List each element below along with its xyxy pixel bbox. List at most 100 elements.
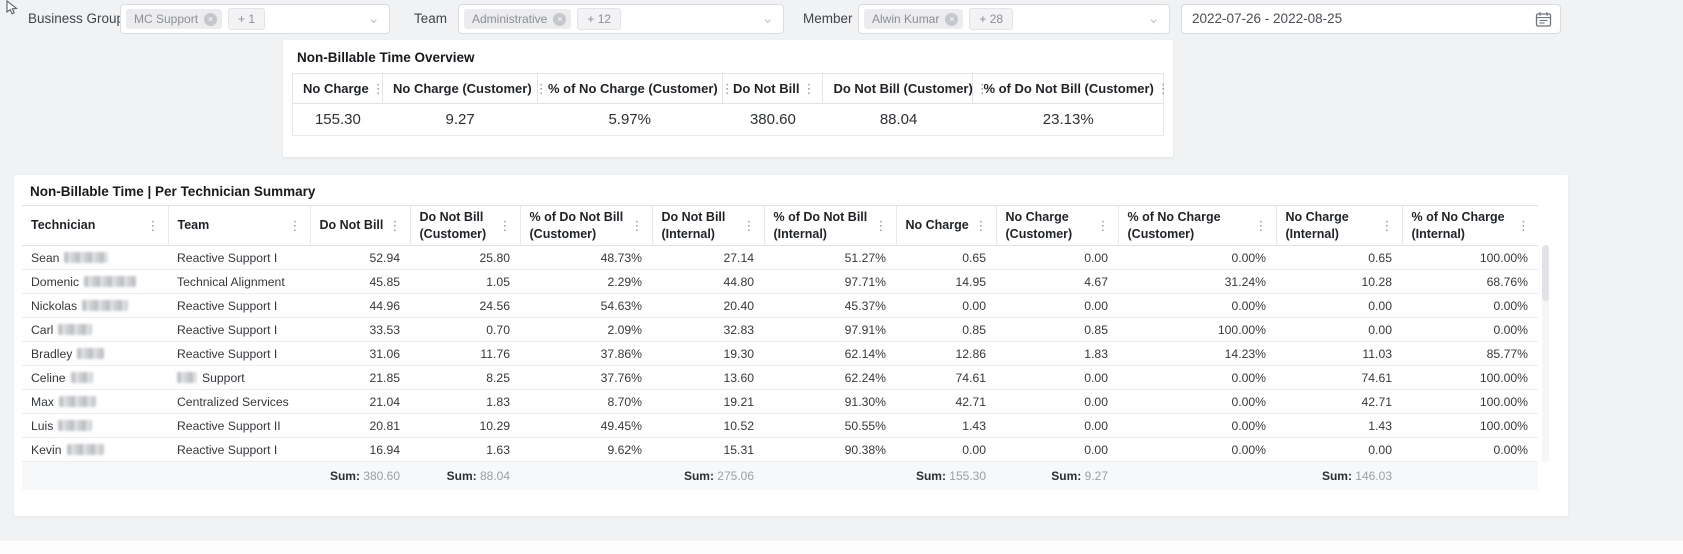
value-cell: 25.80 (410, 245, 520, 270)
column-header-cell[interactable]: No Charge (Customer) ⋮ (997, 206, 1118, 245)
column-menu-icon[interactable]: ⋮ (802, 81, 816, 96)
table-row: Bradley Reactive Support I 31.06 11.76 37.86… (22, 341, 1538, 366)
date-range-input[interactable]: 2022-07-26 - 2022-08-25 (1181, 4, 1561, 34)
technician-summary-title: Non-Billable Time | Per Technician Summa… (30, 184, 316, 199)
column-header[interactable]: % of Do Not Bill (Internal) ⋮ (764, 205, 897, 246)
column-menu-icon[interactable]: ⋮ (1254, 218, 1268, 233)
redacted-text (66, 443, 104, 455)
filter-tag-member[interactable]: Alwin Kumar × (864, 9, 964, 29)
chevron-down-icon: ⌄ (367, 10, 380, 27)
value-cell: 54.63% (520, 293, 652, 318)
overview-column-header[interactable]: Do Not Bill (Customer) ⋮ (823, 74, 989, 103)
value-cell: 14.23% (1118, 341, 1276, 366)
column-header-cell[interactable]: Do Not Bill (Internal) ⋮ (653, 206, 764, 245)
column-menu-icon[interactable]: ⋮ (498, 218, 512, 233)
column-menu-icon[interactable]: ⋮ (975, 81, 989, 96)
technician-name: Bradley (31, 346, 73, 361)
sum-value: 9.27 (1084, 468, 1108, 483)
column-header[interactable]: Team ⋮ (168, 205, 311, 246)
column-menu-icon[interactable]: ⋮ (742, 218, 756, 233)
overview-column-header[interactable]: No Charge ⋮ (293, 74, 385, 103)
column-menu-icon[interactable]: ⋮ (1517, 218, 1530, 233)
scrollbar-thumb[interactable] (1542, 245, 1549, 301)
column-header[interactable]: Technician ⋮ (22, 205, 169, 246)
redacted-text (58, 323, 93, 335)
sum-cell: Sum: 380.60 (310, 461, 410, 490)
column-menu-icon[interactable]: ⋮ (1380, 218, 1394, 233)
technician-cell: Sean (22, 245, 168, 270)
calendar-icon[interactable] (1535, 11, 1552, 28)
column-header-label: No Charge (Internal) (1285, 210, 1349, 241)
column-header-cell[interactable]: % of No Charge (Customer) ⋮ (1119, 206, 1276, 245)
column-header-cell[interactable]: No Charge (Internal) ⋮ (1277, 206, 1402, 245)
column-header[interactable]: % of No Charge (Customer) ⋮ (1118, 205, 1277, 246)
team-cell: Reactive Support I (168, 341, 310, 366)
remove-tag-icon[interactable]: × (553, 12, 567, 26)
table-scrollbar[interactable] (1542, 245, 1549, 463)
column-header-cell[interactable]: No Charge ⋮ (897, 206, 996, 245)
value-cell: 0.85 (996, 317, 1118, 342)
redacted-text (84, 275, 137, 287)
business-group-select[interactable]: MC Support × + 1 ⌄ (120, 4, 390, 34)
horizontal-scrollbar-track[interactable] (0, 541, 1683, 554)
value-cell: 1.83 (410, 389, 520, 414)
value-cell: 68.76% (1402, 269, 1538, 294)
remove-tag-icon[interactable]: × (204, 12, 218, 26)
column-header[interactable]: Do Not Bill ⋮ (310, 205, 411, 246)
column-header-cell[interactable]: Do Not Bill ⋮ (311, 206, 410, 245)
sum-label: Sum: (1051, 468, 1082, 483)
value-cell: 0.00% (1118, 245, 1276, 270)
column-header-label: No Charge (905, 218, 969, 233)
team-select[interactable]: Administrative × + 12 ⌄ (458, 4, 784, 34)
column-header[interactable]: No Charge (Customer) ⋮ (996, 205, 1119, 246)
column-header[interactable]: Do Not Bill (Internal) ⋮ (652, 205, 765, 246)
column-menu-icon[interactable]: ⋮ (146, 218, 160, 233)
column-menu-icon[interactable]: ⋮ (371, 81, 385, 96)
column-menu-icon[interactable]: ⋮ (1156, 81, 1170, 96)
column-header-cell[interactable]: % of No Charge (Internal) ⋮ (1403, 206, 1539, 245)
chevron-down-icon: ⌄ (1147, 10, 1160, 27)
column-header-cell[interactable]: % of Do Not Bill (Customer) ⋮ (521, 206, 652, 245)
column-menu-icon[interactable]: ⋮ (630, 218, 644, 233)
remove-tag-icon[interactable]: × (945, 12, 959, 26)
more-tags-badge[interactable]: + 12 (577, 8, 622, 30)
more-tags-badge[interactable]: + 1 (228, 8, 266, 30)
table-body: Sean Reactive Support I 52.94 25.80 48.73% 27… (22, 245, 1538, 462)
technician-name: Sean (31, 250, 60, 265)
sum-label: Sum: (683, 468, 714, 483)
value-cell: 0.00 (996, 245, 1118, 270)
column-header-cell[interactable]: Technician ⋮ (22, 206, 168, 245)
column-menu-icon[interactable]: ⋮ (1096, 218, 1110, 233)
column-header[interactable]: % of Do Not Bill (Customer) ⋮ (520, 205, 653, 246)
technician-summary-card: Non-Billable Time | Per Technician Summa… (14, 175, 1568, 516)
column-header[interactable]: % of No Charge (Internal) ⋮ (1402, 205, 1539, 246)
member-select[interactable]: Alwin Kumar × + 28 ⌄ (858, 4, 1170, 34)
overview-column-header[interactable]: % of Do Not Bill (Customer) ⋮ (973, 74, 1169, 103)
filter-tag-team[interactable]: Administrative × (464, 9, 572, 29)
column-header[interactable]: No Charge (Internal) ⋮ (1276, 205, 1403, 246)
overview-column-header[interactable]: No Charge (Customer) ⋮ (383, 74, 548, 103)
column-menu-icon[interactable]: ⋮ (974, 218, 988, 233)
column-menu-icon[interactable]: ⋮ (720, 81, 734, 96)
value-cell: 1.05 (410, 269, 520, 294)
column-header[interactable]: Do Not Bill (Customer) ⋮ (410, 205, 521, 246)
column-menu-icon[interactable]: ⋮ (288, 218, 302, 233)
column-header-label: % of Do Not Bill (Customer) (529, 210, 624, 241)
value-cell: 0.00 (996, 389, 1118, 414)
column-menu-icon[interactable]: ⋮ (388, 218, 402, 233)
column-header-cell[interactable]: % of Do Not Bill (Internal) ⋮ (765, 206, 896, 245)
value-cell: 37.86% (520, 341, 652, 366)
value-cell: 1.83 (996, 341, 1118, 366)
column-menu-icon[interactable]: ⋮ (534, 81, 548, 96)
overview-column-header[interactable]: Do Not Bill ⋮ (723, 74, 824, 103)
column-header-cell[interactable]: Team ⋮ (169, 206, 310, 245)
column-menu-icon[interactable]: ⋮ (874, 218, 888, 233)
value-cell: 0.85 (896, 317, 996, 342)
more-tags-badge[interactable]: + 28 (969, 8, 1014, 30)
filter-tag-business-group[interactable]: MC Support × (126, 9, 223, 29)
business-group-label: Business Group (28, 11, 125, 26)
column-header-cell[interactable]: Do Not Bill (Customer) ⋮ (411, 206, 520, 245)
column-header[interactable]: No Charge ⋮ (896, 205, 997, 246)
overview-column-header[interactable]: % of No Charge (Customer) ⋮ (538, 74, 734, 103)
value-cell: 100.00% (1402, 413, 1538, 438)
